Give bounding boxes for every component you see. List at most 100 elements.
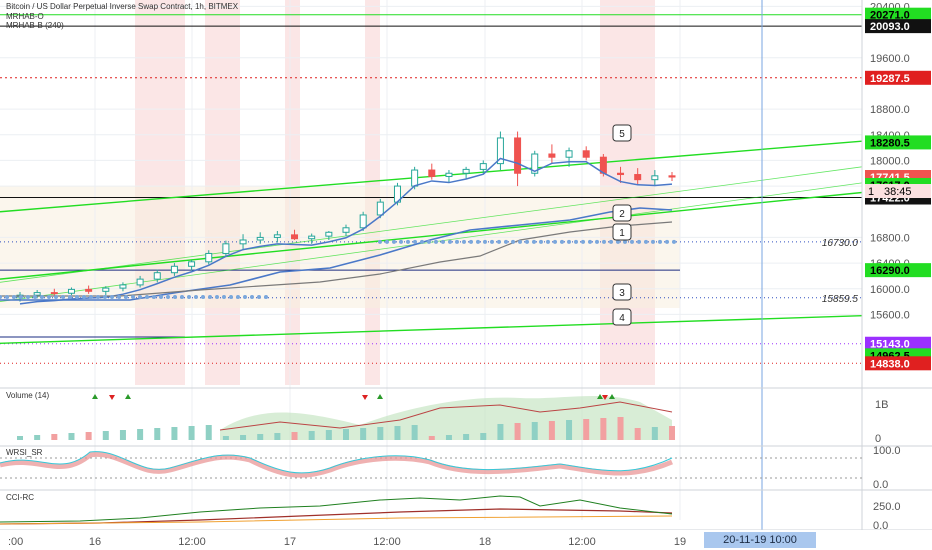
callout-label: 3 <box>619 288 625 299</box>
level-dot <box>145 295 149 299</box>
volume-bar <box>51 434 58 440</box>
time-tick-label: 12:00 <box>373 536 401 548</box>
level-dot <box>264 295 268 299</box>
candle-body <box>411 169 419 187</box>
level-dot <box>208 295 212 299</box>
price-tick-label: 16000.0 <box>870 284 910 296</box>
candle-body <box>445 172 453 177</box>
time-tick-label: 17 <box>284 536 296 548</box>
level-dot <box>194 295 198 299</box>
time-tick-label: 18 <box>479 536 491 548</box>
volume-bar <box>119 430 126 440</box>
price-label: 19287.5 <box>870 73 910 85</box>
volume-bar <box>325 430 332 440</box>
indicator-mrhab-b[interactable]: MRHAB-B (240) <box>6 21 64 30</box>
volume-bar <box>497 424 504 440</box>
level-dot <box>138 295 142 299</box>
candle-body <box>188 261 196 267</box>
candle-body <box>291 234 299 240</box>
level-dot <box>47 295 51 299</box>
cci-signal <box>0 515 673 525</box>
indicator-mrhab-o[interactable]: MRHAB-O <box>6 12 44 21</box>
cci-tick: 0.0 <box>873 520 888 532</box>
level-dot <box>89 295 93 299</box>
candle-body <box>342 227 350 233</box>
level-dot <box>406 239 410 244</box>
wrsi-tick: 100.0 <box>873 445 901 457</box>
level-dot <box>385 239 389 244</box>
up-marker <box>609 394 615 399</box>
level-dot <box>26 295 30 299</box>
volume-bar <box>34 435 41 440</box>
level-dot <box>672 239 676 244</box>
candle-body <box>50 292 58 295</box>
time-tick-label: 19 <box>674 536 686 548</box>
level-dot <box>152 295 156 299</box>
level-dot <box>448 239 452 244</box>
callout-box <box>612 124 632 142</box>
down-marker <box>362 395 368 400</box>
time-axis-bg <box>0 530 932 550</box>
level-dot <box>33 295 37 299</box>
level-dot <box>187 295 191 299</box>
cci-ma <box>0 508 673 525</box>
volume-bar <box>68 433 75 440</box>
level-dot <box>518 239 522 244</box>
candle-body <box>85 288 93 292</box>
volume-title: Volume (14) <box>6 391 49 400</box>
level-dot <box>469 239 473 244</box>
volume-bar <box>222 436 229 440</box>
candle-body <box>565 150 573 158</box>
candle-body <box>67 288 75 294</box>
price-label: 20093.0 <box>870 21 910 33</box>
level-dot <box>490 239 494 244</box>
volume-bar <box>617 417 624 440</box>
trend-line <box>0 166 863 283</box>
candle-body <box>102 287 110 292</box>
down-marker <box>109 395 115 400</box>
candle-body <box>222 243 230 254</box>
level-dot <box>609 239 613 244</box>
price-label-bg <box>865 263 931 278</box>
volume-band <box>220 395 672 440</box>
candle-body <box>256 236 264 241</box>
candle-body <box>136 278 144 286</box>
ma-line <box>19 157 673 305</box>
level-dot <box>637 239 641 244</box>
volume-bar <box>308 431 315 440</box>
time-cursor-label: 20-11-19 10:00 <box>704 532 816 548</box>
volume-bar <box>514 423 521 440</box>
price-tick-label: 18800.0 <box>870 104 910 116</box>
volume-bar <box>257 434 264 440</box>
level-dot <box>159 295 163 299</box>
level-label: 15859.5 <box>822 294 859 305</box>
volume-ma <box>219 401 673 431</box>
candle-body <box>496 137 504 165</box>
level-dot <box>630 239 634 244</box>
up-marker <box>92 394 98 399</box>
volume-bar <box>291 432 298 440</box>
price-label: 16290.0 <box>870 265 910 277</box>
level-dot <box>455 239 459 244</box>
price-label-bg <box>865 135 931 150</box>
trend-line <box>0 182 863 302</box>
time-tick-label: :00 <box>8 536 23 548</box>
level-dot <box>19 295 23 299</box>
candle-body <box>582 150 590 158</box>
wrsi-title: WRSI_SR <box>6 448 43 457</box>
level-dot <box>250 295 254 299</box>
candle-body <box>514 137 522 174</box>
level-dot <box>462 239 466 244</box>
level-dot <box>483 239 487 244</box>
level-dot <box>441 239 445 244</box>
zone-shade <box>0 186 680 308</box>
level-dot <box>82 295 86 299</box>
level-dot <box>644 239 648 244</box>
candle-body <box>668 175 676 178</box>
candle-body <box>153 272 161 280</box>
candle-body <box>239 239 247 245</box>
level-dot <box>243 295 247 299</box>
level-dot <box>588 239 592 244</box>
level-dot <box>525 239 529 244</box>
